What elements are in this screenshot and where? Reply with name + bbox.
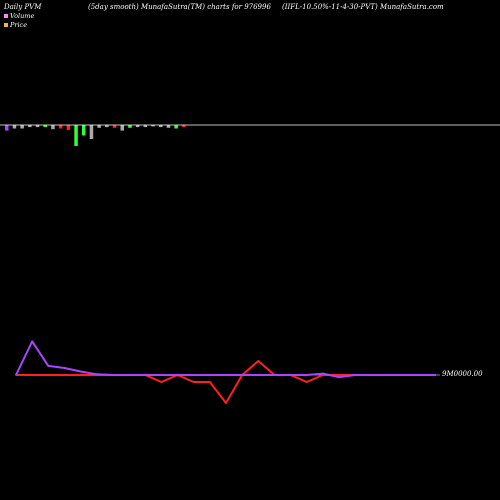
volume-bar bbox=[58, 125, 63, 129]
volume-bar bbox=[151, 125, 155, 127]
legend-volume: Volume bbox=[4, 12, 34, 20]
chart-title-right: (IIFL-10.50%-11-4-30-PVT) MunafaSutra.co… bbox=[282, 3, 444, 11]
volume-bar bbox=[89, 125, 94, 139]
chart-title-left: Daily PVM bbox=[4, 3, 42, 11]
volume-label: Volume bbox=[10, 12, 35, 20]
volume-bar bbox=[5, 125, 9, 131]
volume-bar bbox=[35, 125, 40, 128]
volume-bar bbox=[105, 125, 109, 128]
volume-bar bbox=[135, 125, 140, 128]
price-value-label: 9M0000.00 bbox=[442, 370, 483, 378]
volume-bar bbox=[28, 125, 32, 128]
volume-bar bbox=[182, 125, 186, 128]
volume-bar bbox=[128, 125, 132, 128]
volume-bar bbox=[43, 125, 47, 128]
volume-bar bbox=[174, 125, 178, 129]
volume-bar bbox=[120, 125, 124, 131]
volume-bar bbox=[20, 125, 24, 129]
volume-bar bbox=[74, 125, 78, 146]
volume-bar bbox=[143, 125, 148, 128]
volume-bar bbox=[51, 125, 55, 130]
volume-bar bbox=[159, 125, 163, 128]
volume-bar bbox=[97, 125, 101, 128]
volume-bar bbox=[12, 125, 17, 129]
price-label: Price bbox=[10, 21, 28, 29]
price-swatch bbox=[4, 23, 8, 27]
legend-price: Price bbox=[4, 21, 27, 29]
chart-title-center: (5day smooth) MunafaSutra(TM) charts for… bbox=[88, 3, 271, 11]
volume-swatch bbox=[4, 14, 8, 18]
price-line-purple bbox=[15, 340, 436, 379]
price-lines bbox=[15, 340, 436, 404]
volume-bar bbox=[66, 125, 71, 130]
volume-bar bbox=[166, 125, 171, 128]
volume-bar bbox=[82, 125, 86, 136]
volume-bar bbox=[112, 125, 117, 128]
price-line-red bbox=[16, 360, 436, 404]
volume-bars bbox=[5, 125, 186, 146]
